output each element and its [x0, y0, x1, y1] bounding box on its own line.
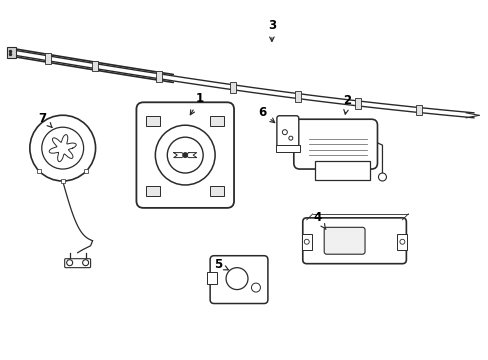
FancyBboxPatch shape	[136, 102, 234, 208]
Bar	[91, 60, 98, 72]
Bar	[210, 186, 224, 196]
Bar	[295, 91, 301, 102]
Bar	[355, 98, 361, 109]
Text: 7: 7	[39, 112, 52, 127]
Bar	[146, 186, 160, 196]
FancyBboxPatch shape	[293, 119, 377, 169]
FancyBboxPatch shape	[302, 218, 406, 264]
Circle shape	[225, 268, 247, 289]
Text: 5: 5	[214, 258, 228, 271]
Bar	[415, 104, 421, 116]
Circle shape	[66, 260, 73, 266]
FancyBboxPatch shape	[210, 256, 267, 303]
Bar	[275, 145, 299, 152]
Bar	[210, 116, 224, 126]
Bar	[156, 71, 162, 82]
Circle shape	[82, 260, 88, 266]
Circle shape	[251, 283, 260, 292]
Text: 3: 3	[267, 19, 275, 41]
Text: 4: 4	[313, 211, 325, 229]
Text: 6: 6	[257, 106, 274, 123]
Circle shape	[399, 239, 404, 244]
Bar	[146, 116, 160, 126]
Text: 1: 1	[190, 92, 204, 115]
Circle shape	[30, 115, 95, 181]
Bar	[301, 234, 311, 250]
Circle shape	[183, 153, 187, 158]
Circle shape	[378, 173, 386, 181]
Bar	[207, 272, 217, 284]
Bar	[314, 161, 369, 180]
Circle shape	[41, 127, 83, 169]
FancyBboxPatch shape	[64, 259, 90, 268]
Text: 2: 2	[343, 94, 351, 114]
Bar	[230, 82, 236, 93]
Circle shape	[282, 130, 287, 135]
Circle shape	[288, 136, 292, 140]
Circle shape	[155, 125, 215, 185]
FancyBboxPatch shape	[324, 227, 364, 254]
Bar	[397, 234, 407, 250]
Bar	[7, 46, 16, 58]
Bar	[45, 53, 51, 64]
Circle shape	[304, 239, 308, 244]
FancyBboxPatch shape	[276, 116, 298, 150]
Circle shape	[167, 137, 203, 173]
